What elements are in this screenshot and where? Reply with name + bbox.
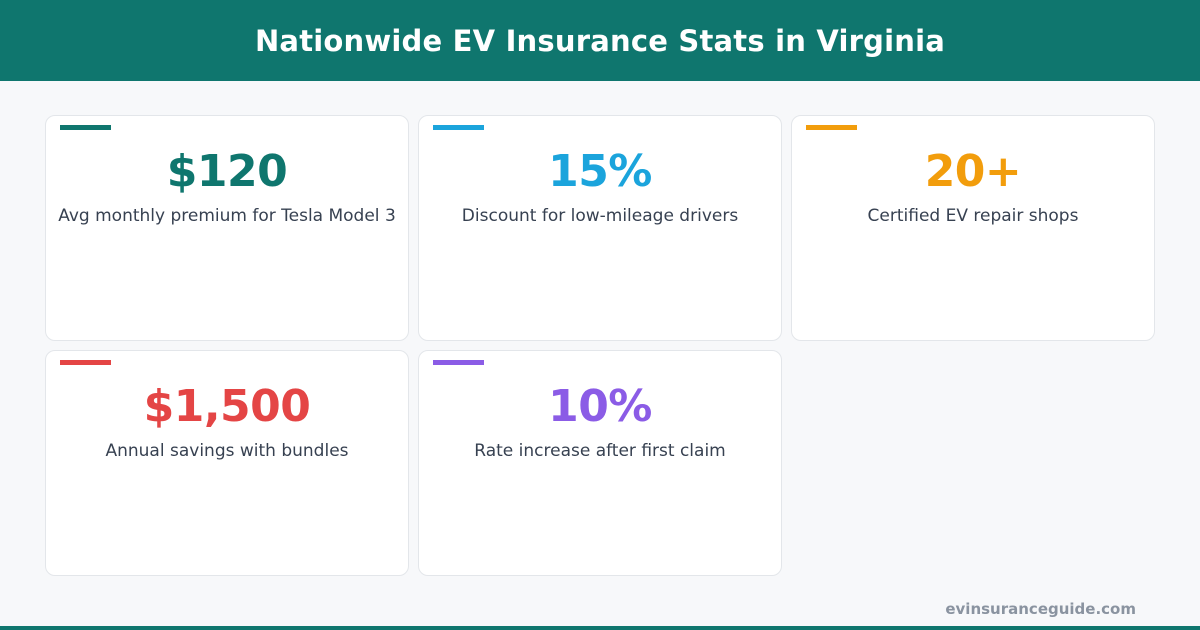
stat-value: $1,500 [143,381,311,432]
stat-card-monthly-premium: $120 Avg monthly premium for Tesla Model… [45,115,409,341]
stat-label: Annual savings with bundles [105,441,349,461]
accent-bar [60,360,111,365]
stat-value: 10% [548,381,652,432]
site-url: evinsuranceguide.com [945,600,1136,618]
stat-label: Discount for low-mileage drivers [461,206,739,226]
accent-bar [433,125,484,130]
header-banner: Nationwide EV Insurance Stats in Virgini… [0,0,1200,81]
stat-card-bundle-savings: $1,500 Annual savings with bundles [45,350,409,576]
stat-label: Rate increase after first claim [474,441,726,461]
stat-card-repair-shops: 20+ Certified EV repair shops [791,115,1155,341]
accent-bar [806,125,857,130]
bottom-accent-bar [0,626,1200,630]
stat-card-claim-rate-increase: 10% Rate increase after first claim [418,350,782,576]
stat-label: Certified EV repair shops [867,206,1079,226]
stats-grid: $120 Avg monthly premium for Tesla Model… [45,115,1155,576]
page-title: Nationwide EV Insurance Stats in Virgini… [254,23,946,58]
accent-bar [60,125,111,130]
accent-bar [433,360,484,365]
stat-value: $120 [166,146,288,197]
stat-value: 20+ [924,146,1022,197]
stat-card-low-mileage-discount: 15% Discount for low-mileage drivers [418,115,782,341]
stat-label: Avg monthly premium for Tesla Model 3 [58,206,396,226]
stat-value: 15% [548,146,652,197]
